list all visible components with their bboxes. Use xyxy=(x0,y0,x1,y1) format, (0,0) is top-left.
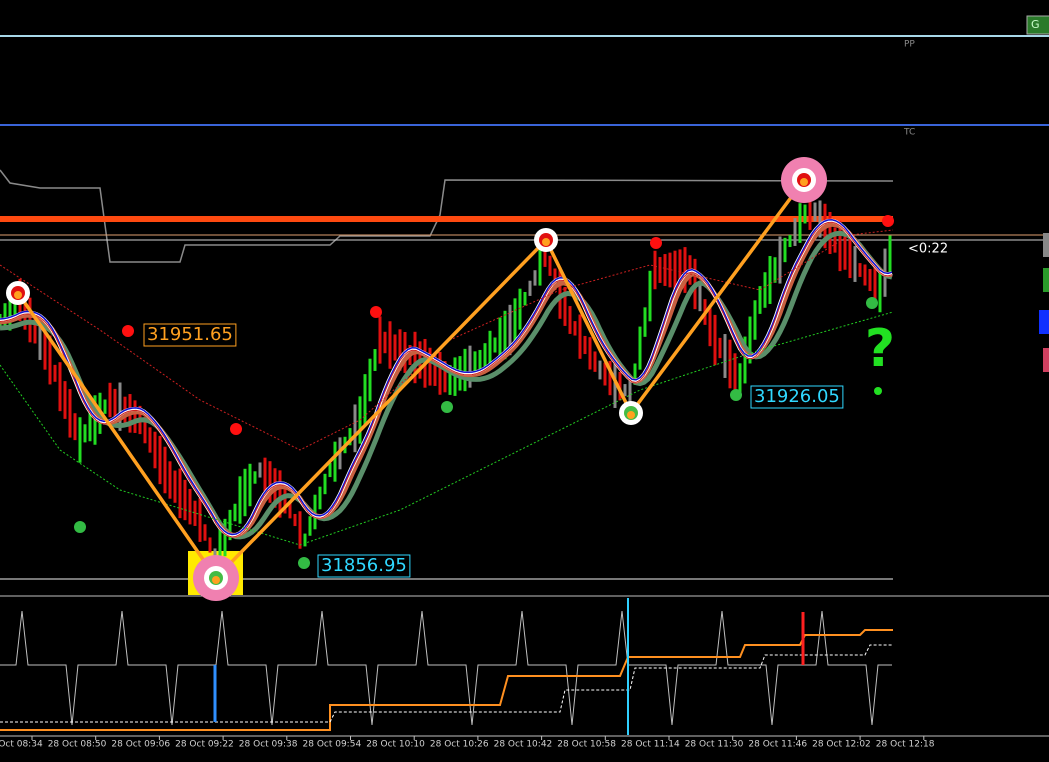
time-label: 28 Oct 10:10 xyxy=(366,740,425,750)
question-mark: ? xyxy=(865,319,895,379)
price-label: 31856.95 xyxy=(321,555,407,576)
fractal-low xyxy=(441,401,453,413)
fractal-high xyxy=(370,306,382,318)
fractal-low xyxy=(74,521,86,533)
time-label: 28 Oct 09:38 xyxy=(239,740,298,750)
oscillator-baseline xyxy=(0,644,893,723)
fractal-low xyxy=(298,557,310,569)
candle-timer: <0:22 xyxy=(908,242,948,257)
fractal-high xyxy=(122,325,134,337)
tc-label: TC xyxy=(903,128,915,138)
time-label: 28 Oct 11:14 xyxy=(621,740,680,750)
slow-ma xyxy=(0,311,894,546)
pp-label: PP xyxy=(904,40,915,50)
time-label: 28 Oct 08:50 xyxy=(48,740,107,750)
pivot-core xyxy=(212,576,220,584)
corner-tag-box[interactable] xyxy=(1026,15,1049,35)
pivot-core xyxy=(800,178,808,186)
side-marker xyxy=(1043,268,1049,292)
time-label: 28 Oct 10:58 xyxy=(557,740,616,750)
fractal-high xyxy=(230,423,242,435)
ma-red xyxy=(0,221,893,538)
overlays: 31951.65 31856.95 31926.05 xyxy=(0,157,894,601)
time-label: 28 Oct 09:06 xyxy=(111,740,170,750)
price-label-box xyxy=(317,554,411,578)
time-label: 28 Oct 08:34 xyxy=(0,740,43,750)
fractal-low xyxy=(730,389,742,401)
time-label: 28 Oct 10:42 xyxy=(494,740,553,750)
time-label: 28 Oct 12:18 xyxy=(876,740,935,750)
side-marker xyxy=(1043,233,1049,257)
channel-line xyxy=(0,169,894,263)
price-label: 31926.05 xyxy=(754,386,840,407)
price-label: 31951.65 xyxy=(147,324,233,345)
pivot-core xyxy=(542,238,550,246)
fractal-low xyxy=(866,297,878,309)
side-marker xyxy=(1043,348,1049,372)
price-label-box xyxy=(750,385,844,409)
time-label: 28 Oct 09:54 xyxy=(303,740,362,750)
ma-blue xyxy=(0,219,893,536)
fractal-high xyxy=(650,237,662,249)
side-marker xyxy=(1039,310,1049,334)
time-label: 28 Oct 10:26 xyxy=(430,740,489,750)
pivot-core xyxy=(14,291,22,299)
price-label-box xyxy=(143,323,237,347)
time-label: 28 Oct 09:22 xyxy=(175,740,234,750)
corner-tag[interactable]: G xyxy=(1031,18,1040,31)
fractal-high xyxy=(882,215,894,227)
time-label: 28 Oct 12:02 xyxy=(812,740,871,750)
oscillator xyxy=(0,610,892,726)
time-label: 28 Oct 11:46 xyxy=(748,740,807,750)
pivot-core xyxy=(627,411,635,419)
time-label: 28 Oct 11:30 xyxy=(685,740,744,750)
question-dot xyxy=(874,387,882,395)
